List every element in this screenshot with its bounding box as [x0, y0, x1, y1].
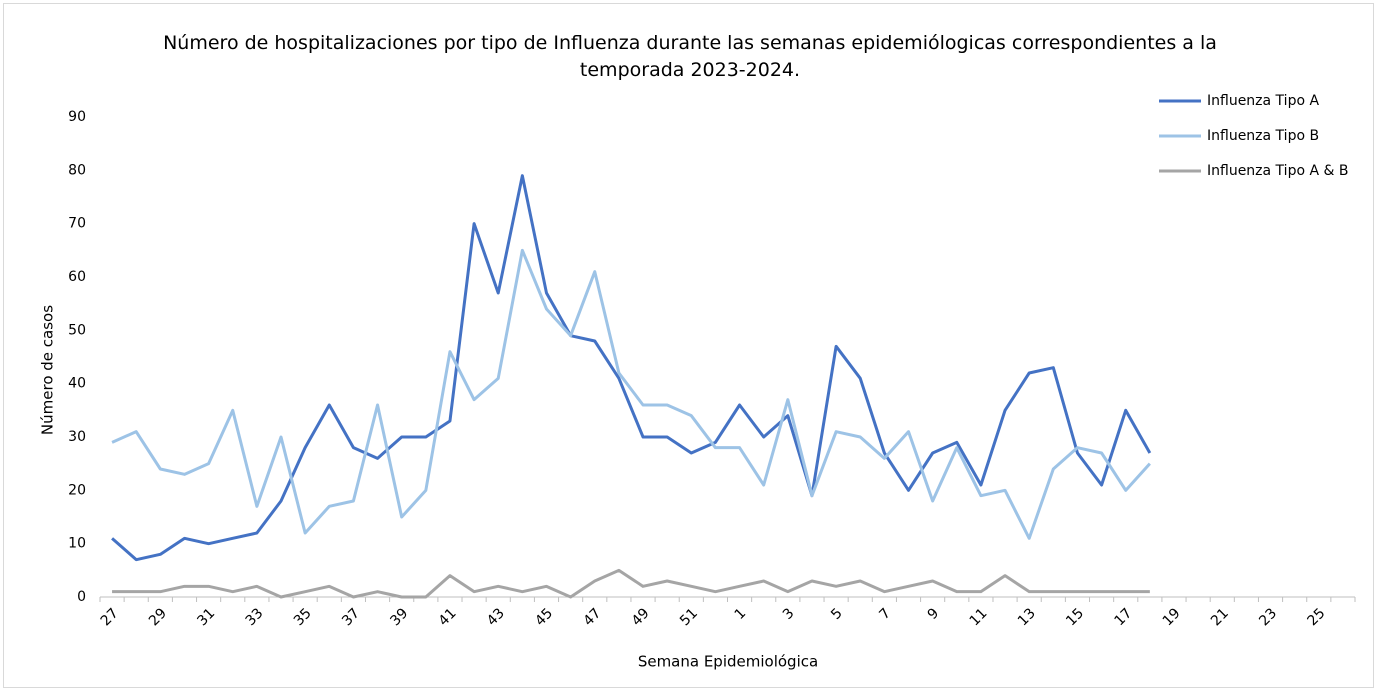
x-tick-label: 31	[194, 605, 218, 629]
x-tick-label: 23	[1256, 605, 1280, 629]
x-tick-label: 7	[876, 605, 894, 623]
x-tick-label: 47	[580, 605, 604, 629]
y-axis-label: Número de casos	[39, 305, 57, 435]
x-tick-label: 37	[339, 605, 363, 629]
x-tick-label: 27	[98, 605, 122, 629]
x-tick-label: 29	[146, 605, 170, 629]
y-tick-label: 0	[77, 589, 86, 605]
series-line	[111, 248, 1151, 540]
x-tick-label: 43	[484, 605, 508, 629]
x-tick-label: 39	[387, 605, 411, 629]
y-tick-label: 80	[68, 162, 86, 178]
y-tick-label: 30	[68, 429, 86, 445]
series-line	[112, 568, 1150, 599]
x-tick-label: 3	[780, 605, 798, 623]
x-tick-label: 15	[1063, 605, 1087, 629]
y-tick-label: 90	[68, 109, 86, 125]
x-tick-label: 33	[243, 605, 267, 629]
y-tick-label: 70	[68, 216, 86, 232]
y-tick-label: 50	[68, 322, 86, 338]
x-tick-label: 41	[436, 605, 460, 629]
chart-frame	[3, 3, 1374, 688]
legend-label: Influenza Tipo A	[1207, 93, 1319, 109]
x-tick-label: 45	[532, 605, 556, 629]
y-tick-label: 40	[68, 376, 86, 392]
legend-label: Influenza Tipo B	[1207, 128, 1319, 144]
x-tick-label: 51	[677, 605, 701, 629]
x-tick-label: 49	[629, 605, 653, 629]
y-tick-label: 20	[68, 482, 86, 498]
x-tick-label: 19	[1160, 605, 1184, 629]
x-tick-label: 35	[291, 605, 315, 629]
x-tick-label: 13	[1015, 605, 1039, 629]
x-tick-label: 5	[828, 605, 846, 623]
y-tick-label: 10	[68, 536, 86, 552]
x-tick-label: 21	[1208, 605, 1232, 629]
x-tick-label: 9	[925, 605, 943, 623]
series-line	[111, 174, 1152, 562]
x-tick-label: 1	[732, 605, 750, 623]
legend-label: Influenza Tipo A & B	[1207, 163, 1348, 179]
x-axis-label: Semana Epidemiológica	[638, 653, 818, 671]
x-tick-label: 11	[967, 605, 991, 629]
y-tick-label: 60	[68, 269, 86, 285]
x-tick-label: 17	[1111, 605, 1135, 629]
chart-title: Número de hospitalizaciones por tipo de …	[163, 32, 1217, 81]
x-tick-label: 25	[1305, 605, 1329, 629]
